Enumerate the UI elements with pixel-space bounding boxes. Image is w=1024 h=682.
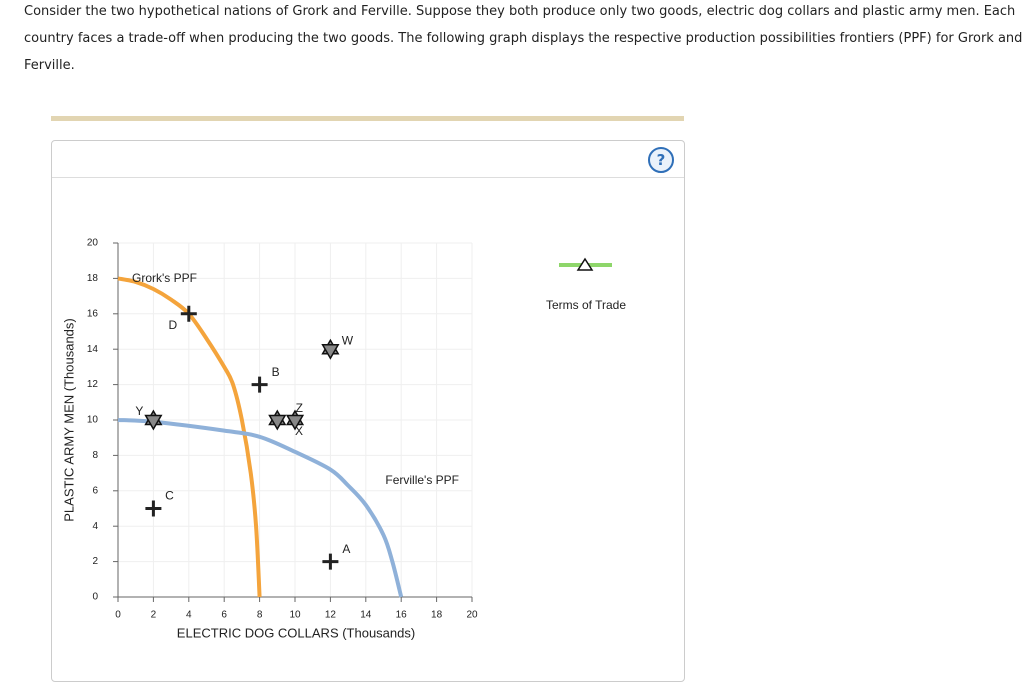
intro-text: Consider the two hypothetical nations of… [24,4,1023,73]
y-tick-label: 18 [87,273,99,284]
y-tick-label: 10 [87,415,99,426]
curve-label: Ferville's PPF [385,473,459,487]
y-tick-label: 0 [92,592,98,603]
star-part [285,414,305,431]
point-marker [268,409,287,431]
y-tick-label: 20 [87,238,99,249]
y-tick-label: 6 [92,485,98,496]
x-axis-label: ELECTRIC DOG COLLARS (Thousands) [177,625,415,640]
x-tick-label: 10 [289,610,301,621]
x-tick-label: 20 [466,610,478,621]
point-marker [145,500,162,517]
panel-header: ? [52,141,684,178]
x-tick-label: 4 [186,610,192,621]
y-tick-label: 14 [87,344,99,355]
point-label: Y [135,404,143,418]
y-tick-label: 16 [87,308,99,319]
ppf-curve [117,418,404,598]
point-marker [251,376,268,393]
y-axis-label: PLASTIC ARMY MEN (Thousands) [61,318,76,522]
x-tick-label: 16 [396,610,408,621]
legend-label: Terms of Trade [546,298,626,312]
point-marker [322,553,339,570]
point-marker [144,409,163,431]
divider-bar [51,116,684,121]
point-label: C [165,489,174,503]
point-label: A [342,542,350,556]
star-part [144,414,163,431]
point-marker [180,305,197,322]
x-tick-label: 6 [221,610,227,621]
point-label: B [272,365,280,379]
x-tick-label: 2 [151,610,157,621]
y-tick-label: 2 [92,556,98,567]
x-tick-label: 0 [115,610,121,621]
ppf-curve [117,276,262,598]
point-label: D [168,318,177,332]
x-tick-label: 14 [360,610,372,621]
y-tick-label: 8 [92,450,98,461]
x-tick-label: 12 [325,610,337,621]
point-marker [321,338,340,360]
help-button[interactable]: ? [648,147,674,173]
x-tick-label: 8 [257,610,263,621]
y-tick-label: 12 [87,379,99,390]
chart: ELECTRIC DOG COLLARS (Thousands) PLASTIC… [61,238,626,641]
point-marker [285,409,305,431]
star-part [268,414,287,431]
page: Consider the two hypothetical nations of… [24,4,1023,682]
point-label: W [342,333,354,347]
x-tick-label: 18 [431,610,443,621]
curve-label: Grork's PPF [132,271,197,285]
point-label: Z [296,401,303,415]
star-part [321,343,340,360]
legend-marker [576,257,594,271]
point-label: X [295,424,303,438]
y-tick-label: 4 [92,521,98,532]
